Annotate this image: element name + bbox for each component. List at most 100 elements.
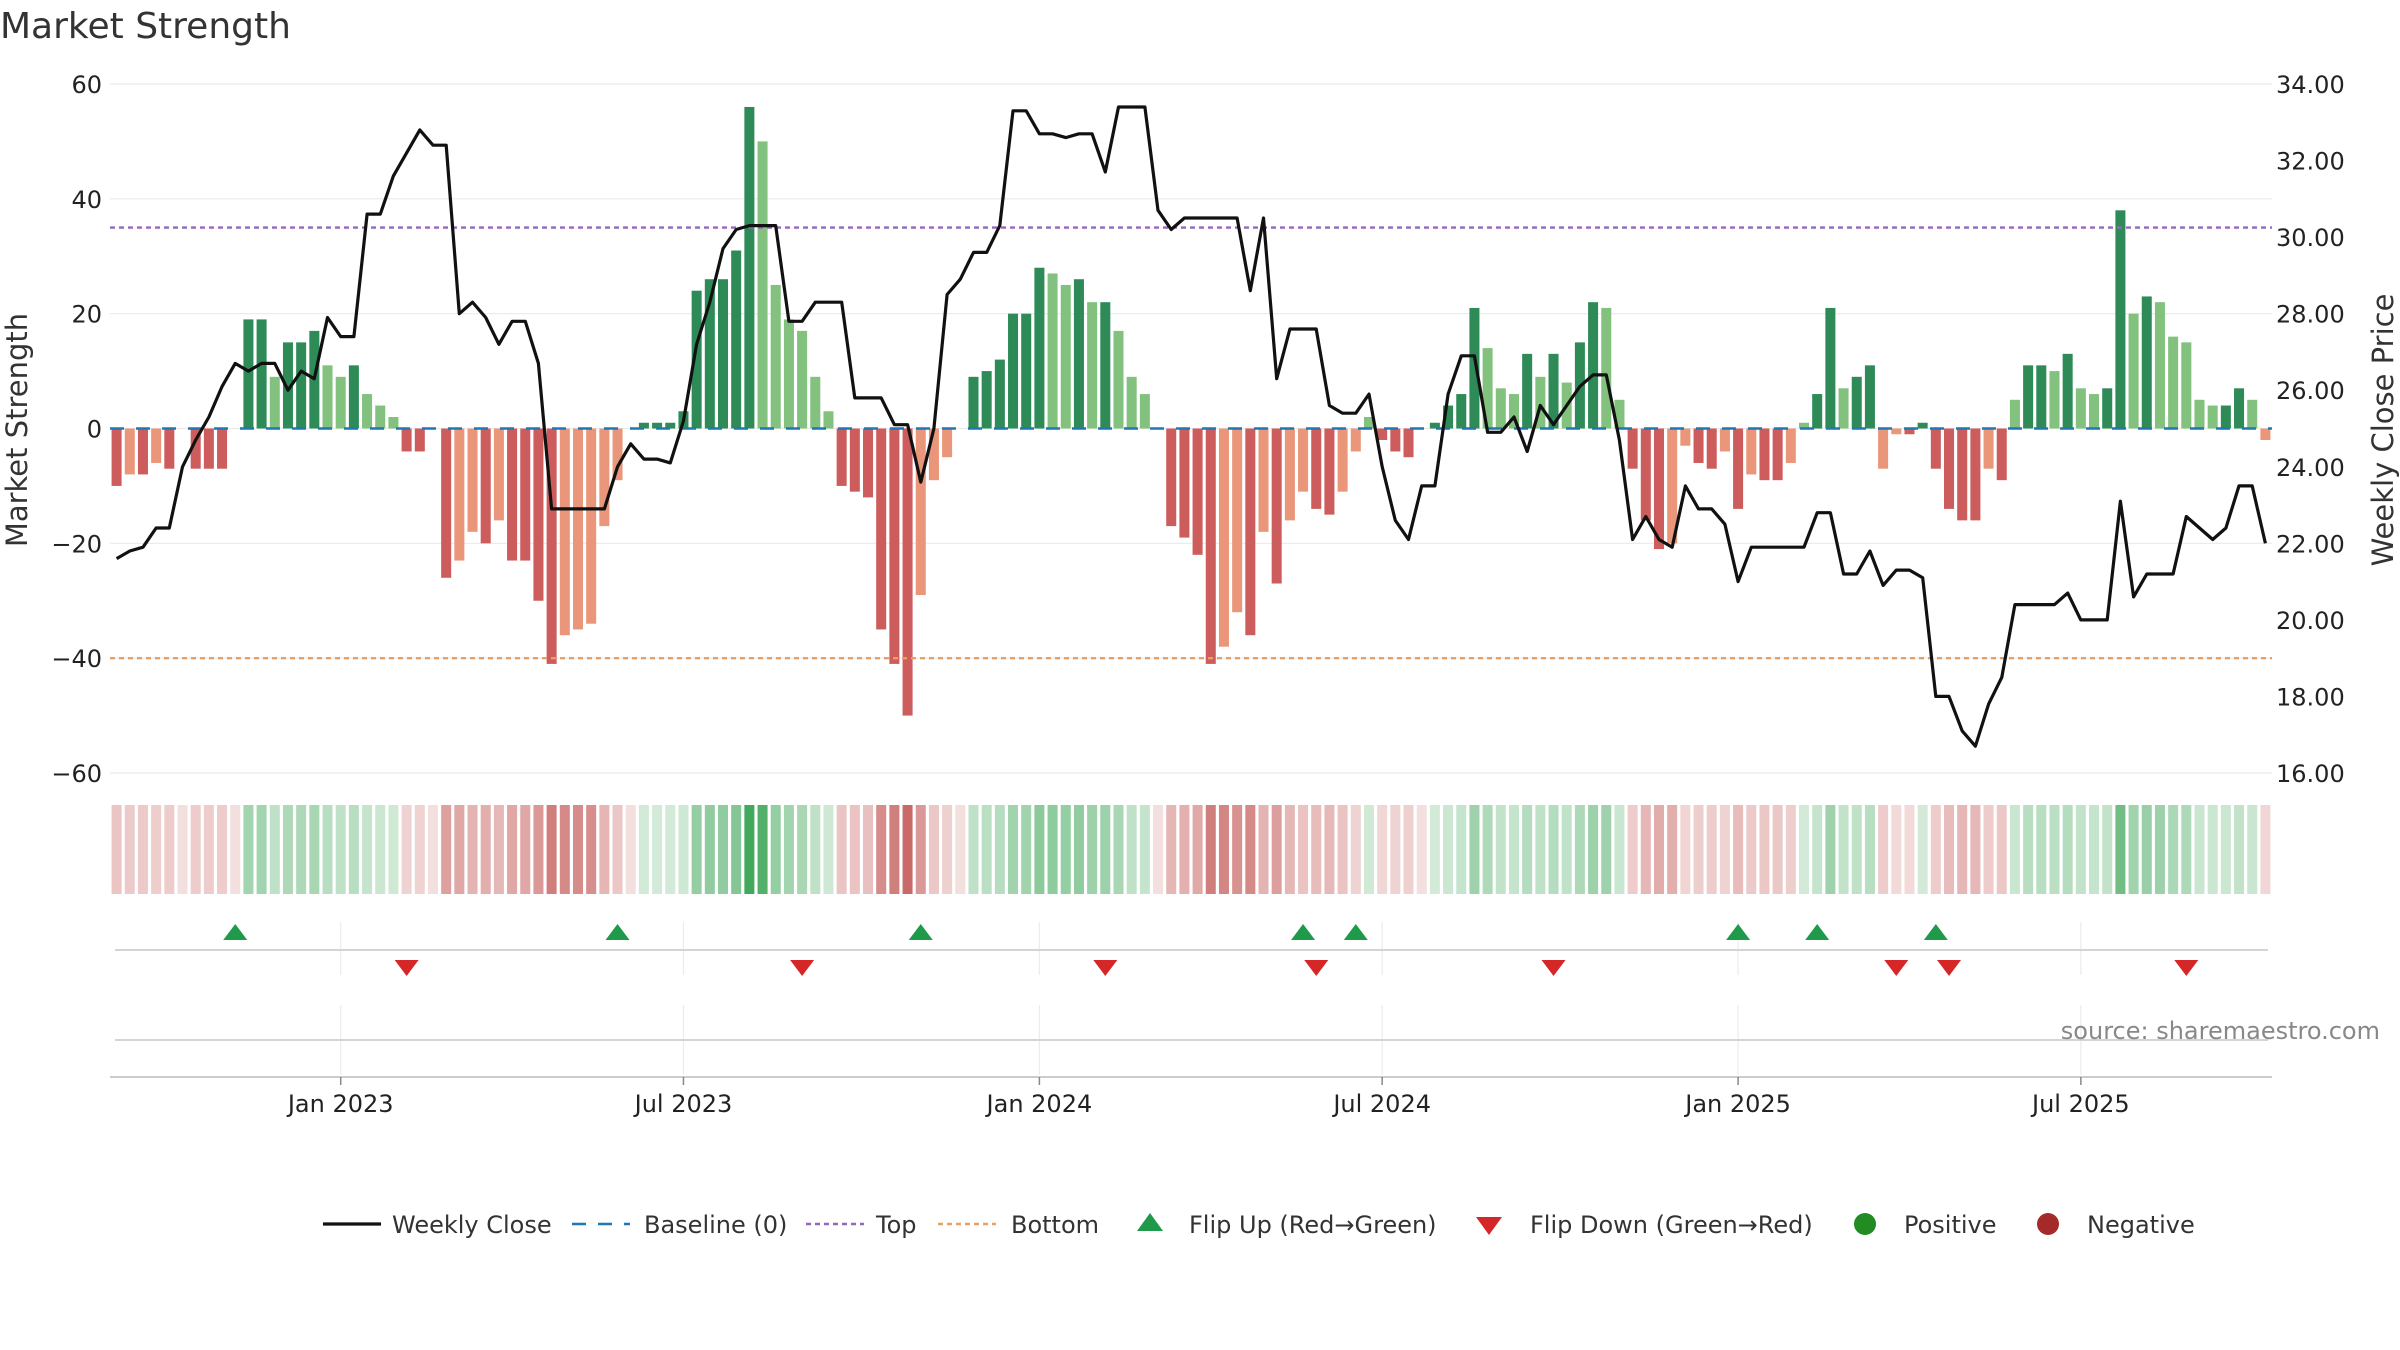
strength-bar	[1087, 302, 1098, 429]
source-note: source: sharemaestro.com	[2061, 1017, 2380, 1045]
strip-cell	[1851, 805, 1862, 894]
strip-cell	[2154, 805, 2165, 894]
strip-cell	[1746, 805, 1757, 894]
strip-cell	[375, 805, 386, 894]
strength-bar	[2089, 394, 2100, 429]
strip-cell	[612, 805, 623, 894]
strip-cell	[230, 805, 241, 894]
strip-cell	[1522, 805, 1533, 894]
x-tick-label: Jan 2024	[985, 1090, 1093, 1118]
strip-cell	[1944, 805, 1955, 894]
strength-bar	[994, 359, 1005, 429]
strength-bar	[1825, 307, 1836, 429]
strip-cell	[2062, 805, 2073, 894]
strip-cell	[507, 805, 518, 894]
strength-bar	[2194, 399, 2205, 429]
right-y-axis: 34.00 32.00 30.00 28.00 26.00 24.00 22.00 20.00…	[2276, 71, 2345, 788]
x-tick-label: Jan 2025	[1683, 1090, 1791, 1118]
legend-label: Positive	[1904, 1211, 1997, 1239]
strength-bar	[1588, 302, 1599, 429]
strength-bar	[1060, 284, 1071, 429]
strip-cell	[151, 805, 162, 894]
strip-cell	[1785, 805, 1796, 894]
right-axis-label: Weekly Close Price	[2366, 294, 2400, 567]
strength-bar	[441, 428, 452, 578]
strength-bar	[1614, 399, 1625, 429]
strength-bar	[348, 365, 359, 429]
strip-cell	[1113, 805, 1124, 894]
strip-cell	[322, 805, 333, 894]
strip-cell	[1350, 805, 1361, 894]
strip-cell	[362, 805, 373, 894]
strength-bar	[375, 405, 386, 429]
strength-bar	[1706, 428, 1717, 469]
legend-positive-swatch	[1854, 1213, 1876, 1235]
strip-cell	[1469, 805, 1480, 894]
strength-bar	[1113, 330, 1124, 429]
strip-cell	[876, 805, 887, 894]
strength-bar	[1429, 422, 1440, 429]
strength-bar	[2141, 296, 2152, 429]
strip-cell	[1087, 805, 1098, 894]
legend-flip-down-swatch	[1476, 1217, 1502, 1235]
strength-bar	[203, 428, 214, 469]
flip-up-marker	[1726, 924, 1751, 940]
strength-bar	[1377, 428, 1388, 440]
strength-bar	[968, 376, 979, 429]
strength-bar	[1324, 428, 1335, 515]
strength-bar	[454, 428, 465, 561]
strength-bar	[2154, 302, 2165, 429]
strip-cell	[1627, 805, 1638, 894]
strip-cell	[849, 805, 860, 894]
strength-bar	[2102, 388, 2113, 429]
strip-cell	[797, 805, 808, 894]
strength-bar	[1034, 267, 1045, 429]
right-tick-label: 16.00	[2276, 760, 2345, 788]
strength-bar	[691, 290, 702, 429]
flip-down-marker	[1304, 960, 1329, 976]
strength-bar	[2181, 342, 2192, 429]
strip-cell	[1930, 805, 1941, 894]
strength-bar	[2115, 210, 2126, 429]
strength-bar	[151, 428, 162, 463]
strip-cell	[296, 805, 307, 894]
strength-bar	[928, 428, 939, 481]
strip-cell	[1271, 805, 1282, 894]
left-tick-label: −60	[51, 760, 102, 788]
strength-bar	[1535, 376, 1546, 429]
flip-up-marker	[1343, 924, 1368, 940]
strip-cell	[1719, 805, 1730, 894]
strip-cell	[427, 805, 438, 894]
strength-bar	[704, 279, 715, 429]
strength-bar	[1798, 422, 1810, 429]
strip-cell	[1179, 805, 1190, 894]
strength-bar	[1785, 428, 1796, 463]
strip-cell	[2102, 805, 2113, 894]
strip-cell	[1495, 805, 1506, 894]
strength-bar	[2234, 388, 2245, 429]
strength-bar	[1983, 428, 1994, 469]
strip-cell	[1680, 805, 1691, 894]
strip-cell	[810, 805, 821, 894]
strip-cell	[2075, 805, 2086, 894]
flip-down-marker	[2174, 960, 2199, 976]
strength-bar	[1772, 428, 1783, 481]
strip-cell	[1298, 805, 1309, 894]
strip-cell	[1891, 805, 1902, 894]
legend-label: Negative	[2087, 1211, 2195, 1239]
strip-cell	[1205, 805, 1216, 894]
strength-bar	[1548, 353, 1559, 429]
x-tick-label: Jul 2025	[2030, 1090, 2130, 1118]
strength-bar	[1851, 376, 1862, 429]
strength-bar	[1917, 422, 1928, 429]
strength-bar	[889, 428, 900, 664]
strength-bar	[1838, 388, 1849, 429]
strip-cell	[177, 805, 188, 894]
strength-bar	[2075, 388, 2086, 429]
flip-markers-panel	[115, 922, 2268, 1075]
strip-cell	[678, 805, 689, 894]
strength-bar	[335, 376, 346, 429]
flip-down-marker	[1937, 960, 1962, 976]
strip-cell	[889, 805, 900, 894]
left-tick-label: 20	[71, 301, 102, 329]
